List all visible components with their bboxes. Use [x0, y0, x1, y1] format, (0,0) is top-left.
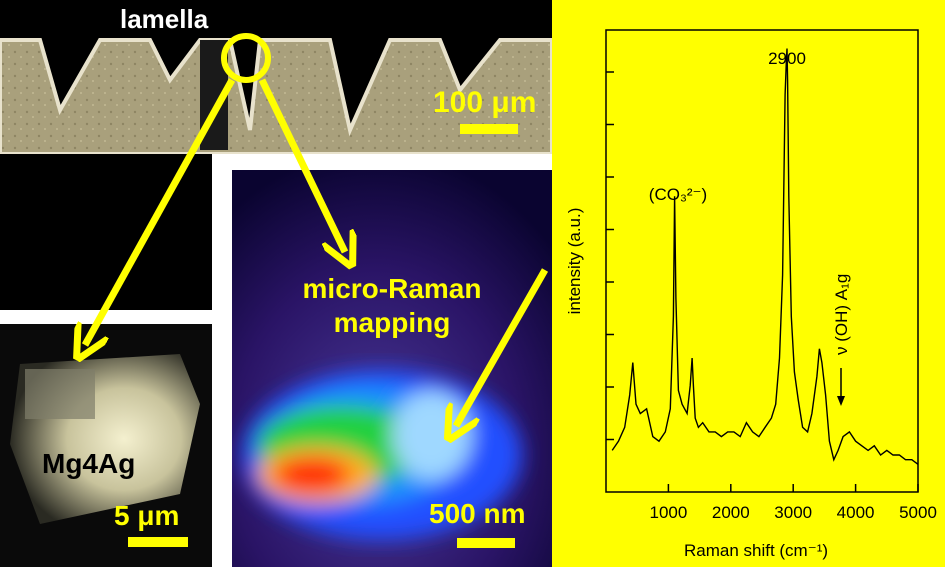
raman-spectrum-chart: 1000 2000 3000 4000 5000 intensity (a.u.) Ra…	[565, 29, 937, 560]
divider-horizontal	[0, 310, 216, 324]
optical-scale-label: 100 μm	[433, 86, 537, 119]
peak-carbonate-label: (CO₃²⁻)	[649, 185, 707, 204]
arrow-from-spectrum	[456, 268, 549, 426]
peak-oh-label: ν (OH) A₁g	[832, 274, 851, 355]
peak-2900-label: 2900	[768, 49, 806, 68]
electron-micrograph-panel: Mg4Ag 5 μm	[0, 324, 212, 567]
x-tick-label: 3000	[774, 503, 812, 522]
arrow-to-micrograph	[85, 78, 236, 345]
lamella-circle-marker	[221, 33, 271, 83]
x-tick-label: 2000	[712, 503, 750, 522]
plot-frame	[605, 29, 919, 493]
oh-peak-arrow	[837, 368, 845, 406]
arrow-to-raman-map	[258, 78, 345, 252]
tem-scale-bar	[128, 537, 188, 547]
raman-spectrum-panel: 1000 2000 3000 4000 5000 intensity (a.u.) Ra…	[552, 0, 945, 567]
x-tick-label: 4000	[837, 503, 875, 522]
tem-scale-label: 5 μm	[114, 500, 180, 531]
raman-scale-label: 500 nm	[429, 498, 526, 529]
x-axis-label: Raman shift (cm⁻¹)	[684, 541, 828, 560]
divider-vertical	[212, 154, 232, 567]
x-tick-label: 5000	[899, 503, 937, 522]
y-axis-label: intensity (a.u.)	[565, 208, 584, 315]
raman-scale-bar	[457, 538, 515, 548]
x-tick-label: 1000	[649, 503, 687, 522]
spectrum-line	[611, 48, 919, 465]
optical-scale-bar	[460, 124, 518, 134]
raman-map-title-line1: micro-Raman	[302, 273, 482, 304]
lamella-micrograph-image	[0, 324, 212, 567]
sample-label: Mg4Ag	[42, 448, 136, 479]
raman-map-title: micro-Raman mapping	[232, 272, 552, 340]
raman-map-title-line2: mapping	[333, 307, 451, 338]
lamella-label: lamella	[120, 4, 209, 34]
